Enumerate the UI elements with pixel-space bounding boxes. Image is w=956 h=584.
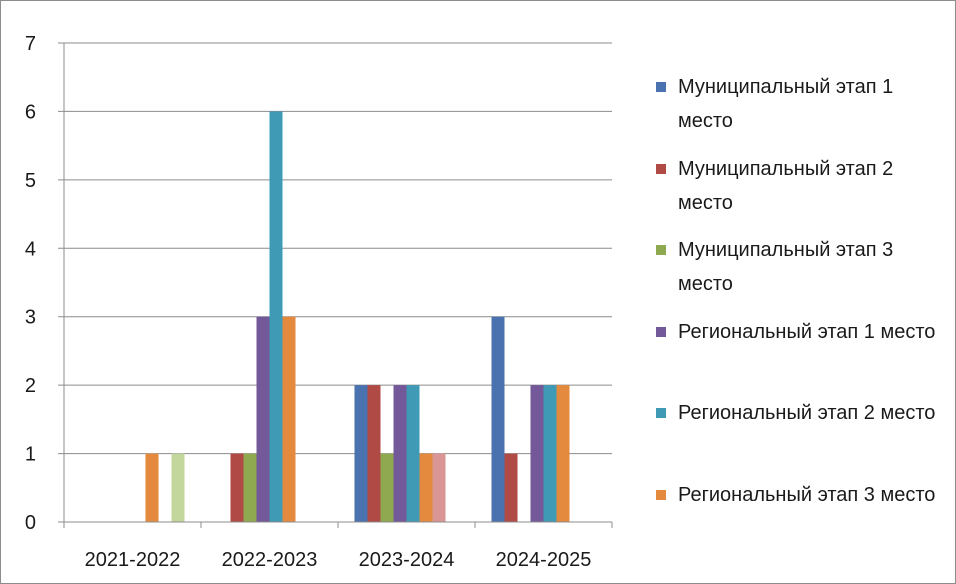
- bar: [171, 453, 185, 522]
- x-tick-label: 2021-2022: [85, 549, 181, 571]
- bar: [269, 111, 283, 522]
- bar: [530, 385, 544, 522]
- bar: [406, 385, 420, 522]
- y-tick-label: 0: [25, 512, 36, 534]
- legend-swatch: [656, 408, 666, 418]
- x-tick-label: 2024-2025: [496, 549, 592, 571]
- x-tick-label: 2023-2024: [359, 549, 455, 571]
- legend-label: Региональный этап 3 место: [678, 483, 936, 506]
- bar: [380, 453, 394, 522]
- y-tick-label: 6: [25, 101, 36, 123]
- bar: [419, 453, 433, 522]
- legend-swatch: [656, 163, 666, 174]
- legend-swatch: [656, 245, 666, 255]
- legend-swatch: [656, 82, 666, 92]
- y-tick-label: 7: [25, 33, 36, 55]
- bar: [145, 453, 159, 522]
- bar: [354, 385, 368, 522]
- legend-item: Региональный этап 1 место: [656, 315, 948, 397]
- y-tick-label: 3: [25, 307, 36, 329]
- y-tick-label: 1: [25, 444, 36, 466]
- bar: [504, 453, 518, 522]
- x-axis-ticks: 2021-2022 2022-2023 2023-2024 2024-2025: [85, 549, 592, 571]
- legend-item: Региональный этап 3 место: [656, 478, 948, 560]
- axes: [58, 43, 613, 528]
- y-tick-label: 4: [25, 238, 36, 260]
- bar: [491, 316, 505, 522]
- bar: [556, 385, 570, 522]
- legend-item: Муниципальный этап 3 место: [656, 233, 948, 315]
- legend-label: Муниципальный этап 1 место: [678, 76, 894, 132]
- bar: [256, 316, 270, 522]
- legend-item: Региональный этап 2 место: [656, 396, 948, 478]
- bar: [432, 453, 446, 522]
- legend: Муниципальный этап 1 место Муниципальный …: [656, 70, 948, 559]
- legend-item: Муниципальный этап 1 место: [656, 70, 948, 152]
- bar: [543, 385, 557, 522]
- legend-swatch: [656, 489, 666, 500]
- legend-label: Муниципальный этап 2 место: [678, 157, 894, 214]
- bars: [145, 111, 570, 522]
- legend-item: Муниципальный этап 2 место: [656, 152, 948, 234]
- bar: [367, 385, 381, 522]
- legend-label: Муниципальный этап 3 место: [678, 239, 894, 295]
- bar: [393, 385, 407, 522]
- x-tick-label: 2022-2023: [222, 549, 318, 571]
- bar: [282, 316, 296, 522]
- bar: [230, 453, 244, 522]
- y-tick-label: 2: [25, 375, 36, 397]
- legend-label: Региональный этап 1 место: [678, 320, 936, 343]
- y-axis-ticks: 0 1 2 3 4 5 6 7: [25, 33, 36, 534]
- bar: [243, 453, 257, 522]
- gridlines: [58, 42, 612, 455]
- legend-label: Региональный этап 2 место: [678, 402, 936, 424]
- y-tick-label: 5: [25, 170, 36, 192]
- legend-swatch: [656, 326, 666, 337]
